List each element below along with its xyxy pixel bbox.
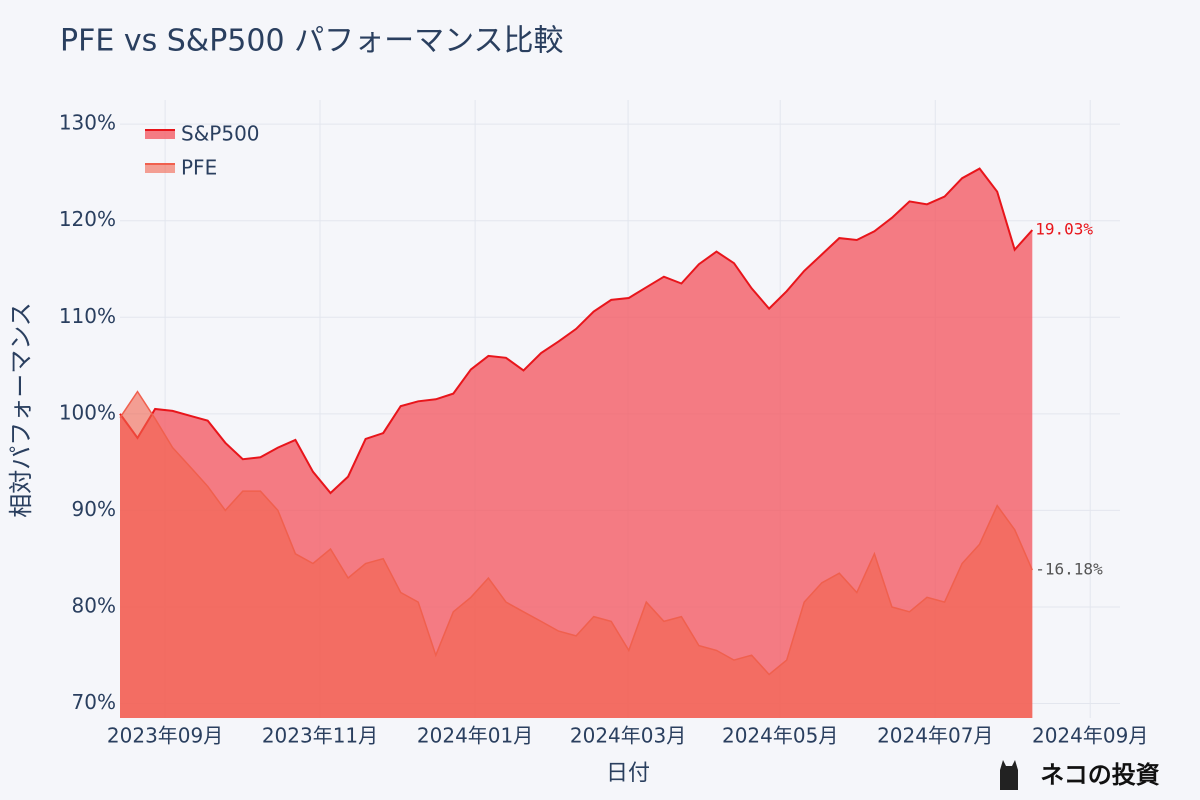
legend-label: S&P500 [181, 122, 260, 146]
line [119, 390, 1033, 676]
legend-label: PFE [181, 156, 217, 180]
y-tick-label: 70% [72, 690, 116, 714]
y-axis-title: 相対パフォーマンス [7, 302, 35, 518]
end-label: 19.03% [1035, 220, 1093, 239]
x-axis-title: 日付 [606, 761, 650, 786]
legend-swatch [145, 163, 175, 173]
area-fill [120, 391, 1033, 718]
legend-swatch [145, 129, 175, 139]
y-tick-label: 80% [72, 593, 116, 617]
y-tick-label: 100% [59, 400, 116, 424]
plot-area [119, 100, 1120, 719]
x-tick-label: 2023年11月 [262, 724, 378, 748]
x-tick-label: 2024年09月 [1032, 724, 1148, 748]
watermark: ネコの投資 [1040, 761, 1160, 789]
end-label: -16.18% [1035, 560, 1103, 579]
y-tick-label: 120% [59, 207, 116, 231]
x-tick-label: 2024年07月 [877, 724, 993, 748]
watermark-icon [1000, 760, 1018, 790]
y-tick-label: 110% [59, 304, 116, 328]
x-tick-label: 2024年03月 [570, 724, 686, 748]
y-tick-label: 130% [59, 111, 116, 135]
y-tick-label: 90% [72, 497, 116, 521]
line [119, 167, 1034, 495]
x-tick-label: 2024年05月 [722, 724, 838, 748]
chart-title: PFE vs S&P500 パフォーマンス比較 [60, 24, 563, 59]
x-tick-label: 2023年09月 [107, 724, 223, 748]
x-tick-label: 2024年01月 [417, 724, 533, 748]
